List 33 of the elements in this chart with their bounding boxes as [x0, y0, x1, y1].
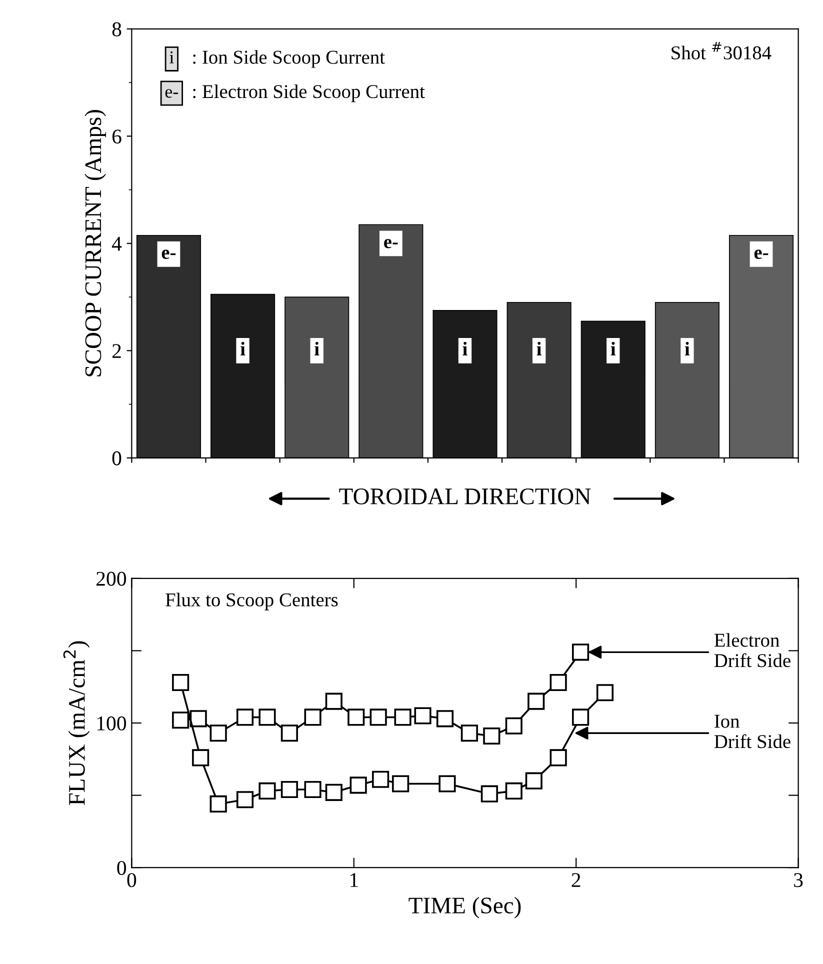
y-tick-label: 0 [112, 451, 122, 466]
y-axis-title: SCOOP CURRENT (Amps) [84, 110, 106, 376]
x-axis-title: TIME (Sec) [408, 896, 521, 918]
annotation: i [170, 51, 174, 64]
x-tick-label: 1 [350, 873, 358, 887]
annotation: : Electron Side Scoop Current [193, 84, 425, 102]
x-axis-title: TOROIDAL DIRECTION [339, 488, 591, 504]
annotation: Ion Drift Side [714, 714, 790, 748]
annotation: e- [165, 89, 178, 98]
y-tick-label: 0 [117, 860, 126, 876]
y-tick-label: 4 [112, 236, 122, 251]
data-label: i [240, 342, 246, 356]
y-axis-title: FLUX (mA/cm$^{2}$) [63, 641, 90, 806]
x-tick-label: 3 [794, 873, 803, 888]
x-tick-label: 2 [572, 873, 580, 887]
y-tick-label: 100 [97, 716, 126, 730]
y-tick-label: 2 [112, 344, 121, 358]
data-label: i [314, 342, 320, 356]
data-label: e- [384, 238, 398, 248]
data-label: i [684, 342, 690, 356]
data-label: i [462, 342, 468, 356]
annotation: Shot $^{#}$30184 [672, 42, 772, 60]
y-tick-label: 8 [112, 22, 122, 36]
y-tick-label: 6 [112, 130, 122, 144]
y-tick-label: 200 [96, 572, 126, 586]
data-label: i [536, 342, 542, 356]
annotation: Electron Drift Side [714, 633, 790, 668]
data-label: i [610, 342, 616, 356]
x-tick-label: 0 [127, 873, 136, 888]
data-label: e- [162, 250, 176, 259]
annotation: Flux to Scoop Centers [166, 592, 338, 610]
annotation: : Ion Side Scoop Current [193, 50, 385, 68]
data-label: e- [754, 250, 768, 259]
